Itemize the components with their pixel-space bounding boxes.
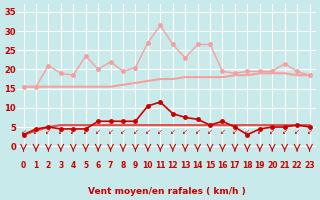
- X-axis label: Vent moyen/en rafales ( km/h ): Vent moyen/en rafales ( km/h ): [88, 187, 245, 196]
